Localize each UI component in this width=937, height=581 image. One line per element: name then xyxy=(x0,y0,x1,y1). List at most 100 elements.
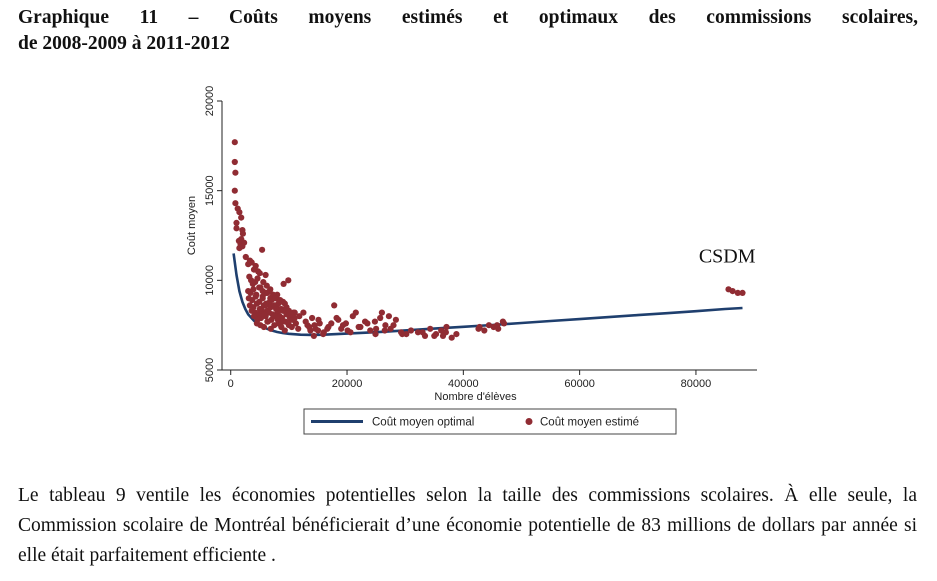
figure-heading-line1: Graphique 11 – Coûts moyens estimés et o… xyxy=(18,7,918,28)
chart: 0 20000 40000 60000 80000 5000 10000 15000 20000… xyxy=(186,86,757,435)
estimated-cost-point xyxy=(494,322,501,329)
estimated-cost-point xyxy=(364,320,371,327)
estimated-cost-point xyxy=(382,322,389,329)
estimated-cost-point xyxy=(295,325,302,332)
estimated-cost-point xyxy=(310,332,317,339)
estimated-cost-point xyxy=(431,332,438,339)
estimated-cost-point xyxy=(233,219,240,226)
estimated-cost-point xyxy=(309,314,316,322)
figure-heading: Graphique 11 – Coûts moyens estimés et o… xyxy=(18,5,918,57)
estimated-cost-point xyxy=(283,304,290,311)
estimated-cost-point xyxy=(328,320,335,327)
estimated-cost-point xyxy=(231,139,238,146)
estimated-cost-point xyxy=(259,295,266,302)
estimated-cost-point xyxy=(262,271,269,279)
estimated-cost-point xyxy=(273,305,280,313)
estimated-cost-point xyxy=(259,288,266,295)
estimated-cost-point xyxy=(443,323,450,331)
estimated-cost-point xyxy=(253,300,260,307)
estimated-cost-point xyxy=(292,320,299,327)
estimated-cost-point xyxy=(729,288,736,295)
legend-box xyxy=(303,408,677,435)
estimated-cost-point xyxy=(250,286,257,293)
x-tick-label: 20000 xyxy=(332,378,363,390)
estimated-cost-point xyxy=(281,327,288,334)
x-tick-label: 0 xyxy=(228,378,234,390)
estimated-cost-point xyxy=(485,322,492,329)
estimated-cost-point xyxy=(377,314,384,322)
csdm-annotation: CSDM xyxy=(699,245,756,267)
estimated-cost-point xyxy=(256,270,263,277)
y-axis-title: Coût moyen xyxy=(186,196,198,255)
estimated-cost-point xyxy=(385,313,392,320)
estimated-cost-point xyxy=(271,322,278,329)
estimated-cost-point xyxy=(499,318,506,325)
estimated-cost-point xyxy=(231,187,238,194)
estimated-cost-point xyxy=(399,331,406,338)
legend-dot-swatch xyxy=(525,418,533,425)
legend-label-optimal: Coût moyen optimal xyxy=(372,417,474,429)
estimated-cost-point xyxy=(355,323,362,331)
estimated-cost-point xyxy=(427,325,434,332)
plot-area: 0 20000 40000 60000 80000 5000 10000 15000 20000… xyxy=(186,86,757,435)
estimated-cost-point xyxy=(274,316,281,323)
estimated-cost-point xyxy=(275,300,282,307)
estimated-cost-point xyxy=(232,200,239,207)
estimated-cost-point xyxy=(280,298,287,305)
estimated-cost-point xyxy=(254,275,261,282)
estimated-cost-point xyxy=(378,309,385,316)
estimated-cost-point xyxy=(288,323,295,331)
estimated-cost-point xyxy=(260,323,267,331)
estimated-cost-point xyxy=(238,236,245,243)
body-paragraph: Le tableau 9 ventile les économies poten… xyxy=(18,485,917,566)
estimated-cost-point xyxy=(252,293,259,300)
estimated-cost-point xyxy=(242,253,249,261)
estimated-cost-point xyxy=(238,214,245,221)
figure-heading-line2: de 2008-2009 à 2011-2012 xyxy=(18,33,230,54)
estimated-cost-point xyxy=(373,325,380,332)
estimated-cost-point xyxy=(288,311,295,318)
estimated-cost-point xyxy=(371,318,378,325)
estimated-cost-point xyxy=(414,329,422,336)
estimated-cost-point xyxy=(271,295,278,302)
estimated-cost-point xyxy=(392,316,399,323)
estimated-cost-point xyxy=(300,309,307,316)
estimated-cost-point xyxy=(236,209,243,216)
estimated-cost-point xyxy=(481,327,488,334)
estimated-cost-point xyxy=(476,323,483,331)
y-tick-label: 5000 xyxy=(204,358,216,382)
x-tick-label: 80000 xyxy=(681,378,712,390)
x-tick-label: 40000 xyxy=(448,378,479,390)
estimated-cost-point xyxy=(239,230,246,237)
estimated-cost-point xyxy=(285,277,292,284)
estimated-cost-point xyxy=(352,309,359,316)
estimated-cost-point xyxy=(407,327,415,334)
estimated-cost-point xyxy=(324,325,331,332)
estimated-cost-point xyxy=(252,262,259,270)
estimated-cost-point xyxy=(331,302,338,309)
estimated-cost-point xyxy=(320,331,327,338)
estimated-cost-point xyxy=(256,305,263,313)
estimated-cost-point xyxy=(259,246,266,253)
estimated-cost-point xyxy=(264,289,271,296)
estimated-cost-point xyxy=(438,327,445,334)
y-tick-label: 15000 xyxy=(204,175,216,206)
estimated-cost-point xyxy=(333,314,340,322)
estimated-cost-point xyxy=(342,320,349,327)
estimated-cost-point xyxy=(419,329,426,336)
estimated-cost-point xyxy=(347,329,354,336)
y-tick-label: 20000 xyxy=(204,86,216,117)
estimated-cost-point xyxy=(239,243,246,250)
estimated-cost-point xyxy=(439,332,447,339)
estimated-cost-point xyxy=(279,318,286,325)
estimated-cost-point xyxy=(232,169,239,176)
estimated-cost-point xyxy=(311,322,318,329)
estimated-cost-point xyxy=(338,325,345,332)
estimated-cost-point xyxy=(367,327,374,334)
estimated-cost-point xyxy=(315,316,322,323)
estimated-cost-point xyxy=(280,280,287,287)
estimated-cost-point xyxy=(302,318,309,325)
x-tick-label: 60000 xyxy=(564,378,595,390)
estimated-cost-point xyxy=(296,313,303,320)
estimated-cost-point xyxy=(372,331,379,338)
